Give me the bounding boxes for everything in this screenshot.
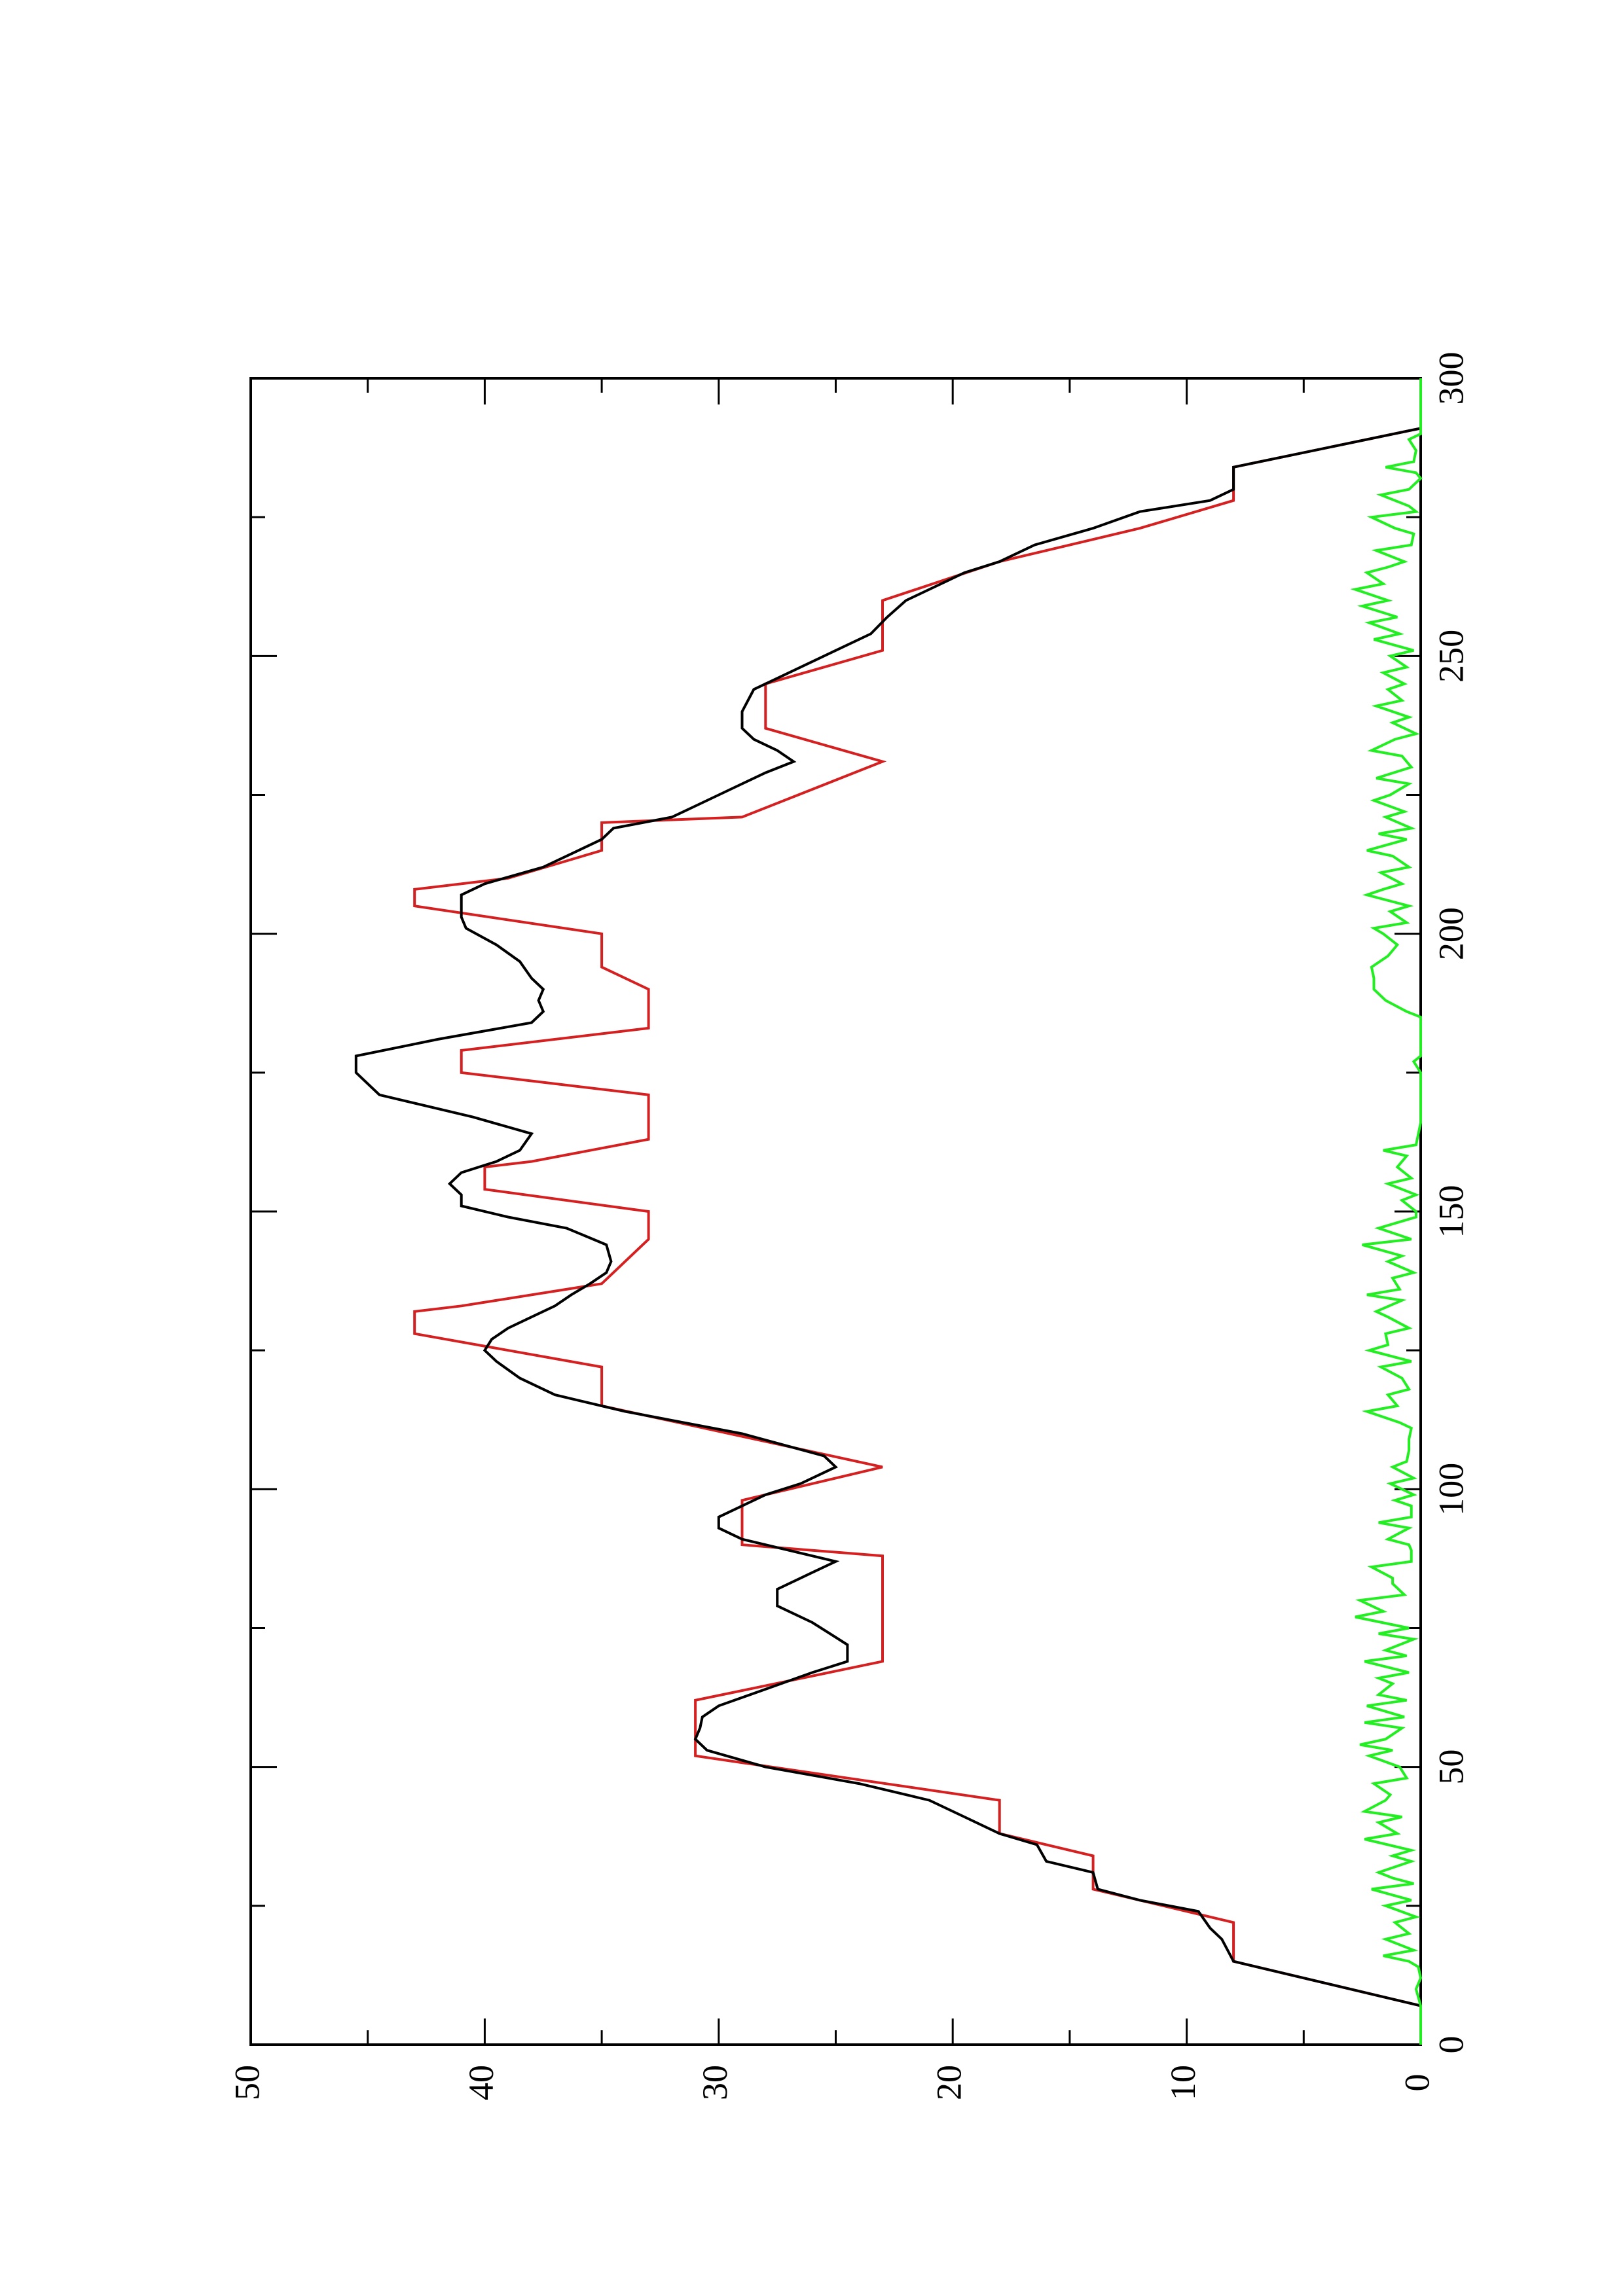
y-tick-label: 30 — [695, 2065, 735, 2100]
series-line-1 — [413, 427, 1421, 2007]
x-axis: 0 50 100 150 200 250 300 — [251, 352, 1470, 2054]
x-tick-label: 100 — [1431, 1463, 1470, 1516]
series-line-3 — [1350, 378, 1423, 2045]
series-layer — [354, 378, 1423, 2045]
y-tick-label: 10 — [1163, 2065, 1203, 2100]
y-tick-label: 20 — [930, 2065, 969, 2100]
series-line-2 — [354, 427, 1421, 2007]
y-tick-label: 0 — [1397, 2074, 1436, 2092]
x-tick-label: 250 — [1431, 630, 1470, 683]
plot-frame — [249, 377, 1422, 2046]
y-axis: 0 10 20 30 40 50 — [227, 378, 1436, 2100]
x-tick-label: 200 — [1431, 907, 1470, 960]
y-tick-label: 50 — [227, 2065, 266, 2100]
x-tick-label: 150 — [1431, 1185, 1470, 1238]
x-tick-label: 0 — [1431, 2036, 1470, 2054]
y-tick-label: 40 — [462, 2065, 501, 2100]
x-tick-label: 300 — [1431, 352, 1470, 405]
x-tick-label: 50 — [1431, 1749, 1470, 1785]
